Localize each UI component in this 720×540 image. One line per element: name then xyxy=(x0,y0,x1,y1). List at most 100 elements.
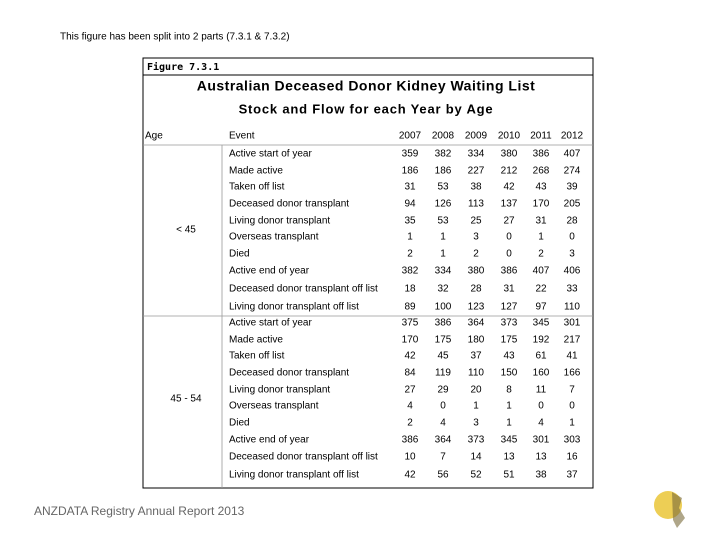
figure-subtitle: Stock and Flow for each Year by Age xyxy=(239,101,494,116)
value-cell: 42 xyxy=(503,182,515,193)
value-cell: 380 xyxy=(501,149,518,160)
value-cell: 274 xyxy=(564,166,581,177)
value-cell: 170 xyxy=(402,335,419,346)
value-cell: 89 xyxy=(404,302,416,313)
value-cell: 175 xyxy=(435,335,452,346)
event-cell: Living donor transplant xyxy=(229,216,330,227)
value-cell: 386 xyxy=(435,318,452,329)
value-cell: 31 xyxy=(503,284,515,295)
value-cell: 11 xyxy=(536,385,547,396)
value-cell: 97 xyxy=(535,302,547,313)
value-cell: 373 xyxy=(501,318,518,329)
value-cell: 27 xyxy=(404,385,416,396)
event-cell: Taken off list xyxy=(229,182,285,193)
value-cell: 268 xyxy=(533,166,550,177)
event-cell: Made active xyxy=(229,166,283,177)
value-cell: 8 xyxy=(506,385,512,396)
value-cell: 25 xyxy=(470,216,482,227)
event-cell: Living donor transplant off list xyxy=(229,302,359,313)
value-cell: 42 xyxy=(404,470,416,481)
value-cell: 13 xyxy=(503,452,515,463)
value-cell: 406 xyxy=(564,266,581,277)
event-cell: Active start of year xyxy=(229,318,312,329)
value-cell: 56 xyxy=(437,470,449,481)
value-cell: 1 xyxy=(506,418,512,429)
value-cell: 13 xyxy=(535,452,547,463)
value-cell: 27 xyxy=(503,216,515,227)
value-cell: 1 xyxy=(538,232,544,243)
value-cell: 3 xyxy=(569,249,575,260)
age-group: < 45 xyxy=(176,225,196,236)
value-cell: 0 xyxy=(506,232,512,243)
value-cell: 43 xyxy=(535,182,547,193)
value-cell: 1 xyxy=(569,418,575,429)
value-cell: 113 xyxy=(468,199,484,210)
value-cell: 28 xyxy=(566,216,578,227)
value-cell: 364 xyxy=(468,318,485,329)
value-cell: 382 xyxy=(435,149,452,160)
event-cell: Overseas transplant xyxy=(229,401,319,412)
event-cell: Taken off list xyxy=(229,351,285,362)
value-cell: 334 xyxy=(435,266,452,277)
value-cell: 32 xyxy=(437,284,449,295)
value-cell: 53 xyxy=(437,216,449,227)
value-cell: 217 xyxy=(564,335,581,346)
value-cell: 1 xyxy=(440,232,446,243)
figure-box xyxy=(142,57,594,489)
value-cell: 373 xyxy=(468,435,485,446)
year-header: 2007 xyxy=(399,131,422,142)
value-cell: 38 xyxy=(470,182,482,193)
value-cell: 170 xyxy=(533,199,550,210)
value-cell: 119 xyxy=(435,368,451,379)
value-cell: 53 xyxy=(437,182,449,193)
value-cell: 380 xyxy=(468,266,485,277)
year-header: 2009 xyxy=(465,131,488,142)
year-header: 2008 xyxy=(432,131,455,142)
value-cell: 386 xyxy=(501,266,518,277)
value-cell: 33 xyxy=(566,284,578,295)
event-cell: Deceased donor transplant off list xyxy=(229,284,378,295)
value-cell: 386 xyxy=(533,149,550,160)
value-cell: 45 xyxy=(437,351,449,362)
event-cell: Made active xyxy=(229,335,283,346)
value-cell: 175 xyxy=(501,335,518,346)
event-cell: Died xyxy=(229,249,250,260)
value-cell: 160 xyxy=(533,368,550,379)
value-cell: 0 xyxy=(569,401,575,412)
value-cell: 186 xyxy=(435,166,452,177)
value-cell: 4 xyxy=(407,401,413,412)
event-cell: Deceased donor transplant off list xyxy=(229,452,378,463)
event-cell: Active start of year xyxy=(229,149,312,160)
value-cell: 14 xyxy=(470,452,482,463)
value-cell: 38 xyxy=(535,470,547,481)
value-cell: 166 xyxy=(564,368,581,379)
value-cell: 127 xyxy=(501,302,518,313)
year-header: 2010 xyxy=(498,131,521,142)
value-cell: 2 xyxy=(538,249,544,260)
value-cell: 0 xyxy=(506,249,512,260)
figure-label: Figure 7.3.1 xyxy=(147,61,219,73)
event-cell: Living donor transplant off list xyxy=(229,470,359,481)
event-cell: Active end of year xyxy=(229,435,310,446)
value-cell: 1 xyxy=(473,401,479,412)
value-cell: 137 xyxy=(501,199,518,210)
value-cell: 22 xyxy=(535,284,547,295)
value-cell: 1 xyxy=(506,401,512,412)
event-cell: Deceased donor transplant xyxy=(229,199,349,210)
event-cell: Died xyxy=(229,418,250,429)
year-header: 2011 xyxy=(530,131,552,142)
table: Age Event 2007 2008 2009 2010 2011 2012< 45Acti… xyxy=(145,131,584,481)
value-cell: 29 xyxy=(437,385,449,396)
value-cell: 345 xyxy=(533,318,550,329)
figure-title: Australian Deceased Donor Kidney Waiting… xyxy=(197,78,536,94)
value-cell: 407 xyxy=(533,266,550,277)
value-cell: 110 xyxy=(564,302,580,313)
value-cell: 37 xyxy=(566,470,578,481)
value-cell: 39 xyxy=(566,182,578,193)
year-header: 2012 xyxy=(561,131,584,142)
split-note: This figure has been split into 2 parts … xyxy=(60,32,290,43)
value-cell: 10 xyxy=(404,452,416,463)
value-cell: 1 xyxy=(440,249,446,260)
value-cell: 212 xyxy=(501,166,518,177)
value-cell: 301 xyxy=(564,318,581,329)
